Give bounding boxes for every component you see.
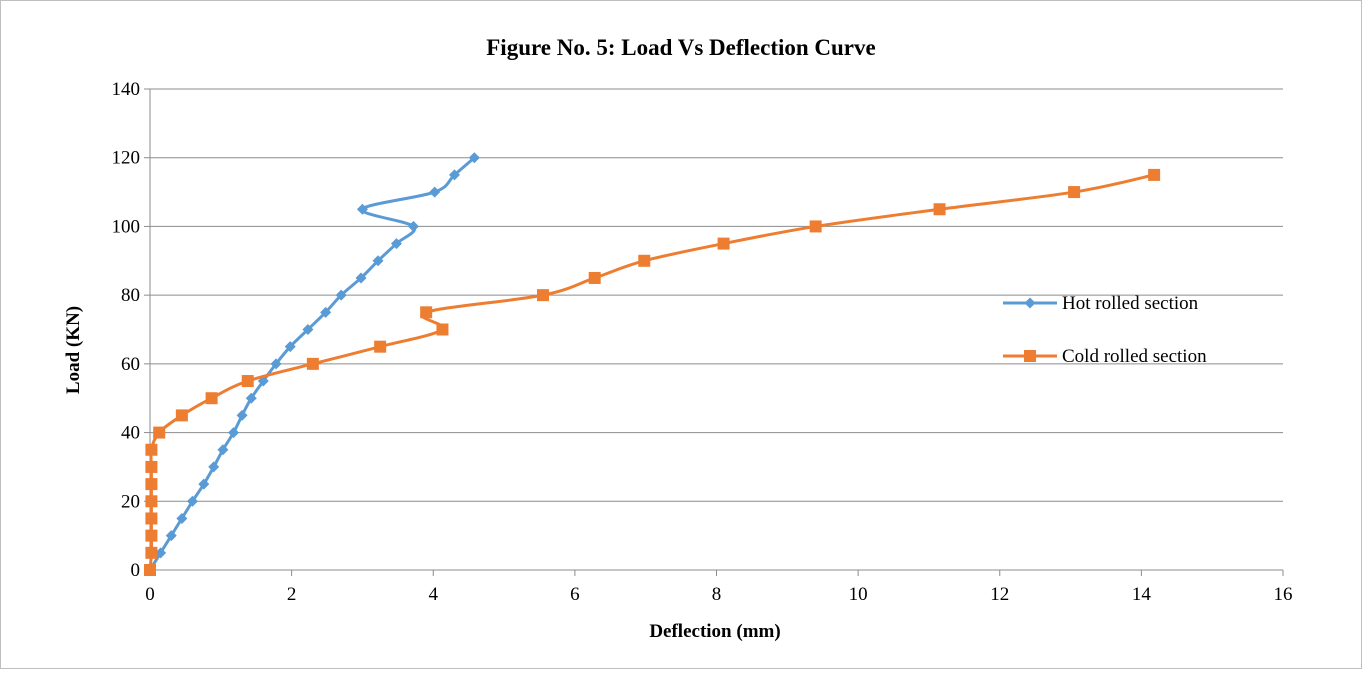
data-point xyxy=(165,530,177,542)
data-point xyxy=(236,409,248,421)
data-point xyxy=(270,358,282,370)
x-tick-label: 2 xyxy=(287,584,297,605)
legend-item: Cold rolled section xyxy=(1003,346,1207,367)
x-tick-label: 16 xyxy=(1274,584,1293,605)
legend-label: Cold rolled section xyxy=(1062,346,1207,367)
data-point xyxy=(809,220,822,233)
data-point xyxy=(208,461,220,473)
y-tick-label: 80 xyxy=(121,285,140,306)
y-tick-label: 120 xyxy=(112,148,141,169)
legend-item: Hot rolled section xyxy=(1003,293,1199,314)
data-point xyxy=(145,529,158,542)
y-axis-title: Load (KN) xyxy=(63,306,84,394)
data-point xyxy=(588,271,601,284)
data-point xyxy=(145,478,158,491)
y-tick-label: 0 xyxy=(131,560,141,581)
tick-labels: 0 20 40 60 80 100 120 140 0 2 4 6 8 10 12 14 16 xyxy=(112,79,1293,605)
x-tick-label: 10 xyxy=(849,584,868,605)
data-point xyxy=(638,254,651,267)
data-point xyxy=(302,324,314,335)
data-point xyxy=(145,443,158,456)
data-point xyxy=(198,478,210,490)
x-axis-title: Deflection (mm) xyxy=(649,621,780,642)
data-point xyxy=(245,392,257,404)
series-hot-rolled xyxy=(144,152,480,576)
y-tick-label: 20 xyxy=(121,491,140,512)
data-point xyxy=(448,169,460,181)
data-point xyxy=(468,152,480,164)
legend: Hot rolled section Cold rolled section xyxy=(1003,293,1207,367)
y-tick-label: 100 xyxy=(112,216,141,237)
data-point xyxy=(335,289,347,301)
data-series xyxy=(144,152,1161,576)
chart-title: Figure No. 5: Load Vs Deflection Curve xyxy=(486,35,875,60)
data-point xyxy=(241,375,254,388)
data-point xyxy=(153,426,166,439)
data-point xyxy=(144,564,156,576)
data-point xyxy=(176,512,188,524)
data-point xyxy=(355,272,367,284)
x-tick-label: 0 xyxy=(145,584,155,605)
data-point xyxy=(284,341,296,353)
data-point xyxy=(1068,186,1081,199)
data-point xyxy=(228,427,240,439)
data-point xyxy=(717,237,730,250)
series-cold-rolled xyxy=(144,168,1161,576)
data-point xyxy=(537,289,550,302)
x-tick-label: 4 xyxy=(429,584,439,605)
data-point xyxy=(933,203,946,216)
data-point xyxy=(420,306,433,319)
x-tick-label: 14 xyxy=(1132,584,1152,605)
data-point xyxy=(145,460,158,473)
data-point xyxy=(374,340,387,353)
legend-marker xyxy=(1024,297,1036,309)
data-point xyxy=(407,220,419,232)
data-point xyxy=(306,357,319,370)
y-tick-label: 60 xyxy=(121,354,140,375)
x-tick-label: 6 xyxy=(570,584,580,605)
data-point xyxy=(429,186,441,198)
data-point xyxy=(175,409,188,422)
y-tick-label: 140 xyxy=(112,79,141,100)
data-point xyxy=(436,323,449,336)
data-point xyxy=(145,546,158,559)
x-tick-label: 8 xyxy=(712,584,722,605)
data-point xyxy=(145,495,158,508)
data-point xyxy=(155,547,167,559)
x-tick-label: 12 xyxy=(990,584,1009,605)
data-point xyxy=(186,495,198,507)
data-point xyxy=(356,203,368,215)
y-tick-label: 40 xyxy=(121,423,140,444)
legend-label: Hot rolled section xyxy=(1062,293,1199,314)
data-point xyxy=(390,238,402,250)
data-point xyxy=(320,306,332,318)
data-point xyxy=(217,444,229,456)
legend-marker xyxy=(1024,350,1036,362)
data-point xyxy=(145,512,158,525)
data-point xyxy=(1148,168,1161,181)
data-point xyxy=(205,392,218,405)
data-point xyxy=(372,255,384,267)
